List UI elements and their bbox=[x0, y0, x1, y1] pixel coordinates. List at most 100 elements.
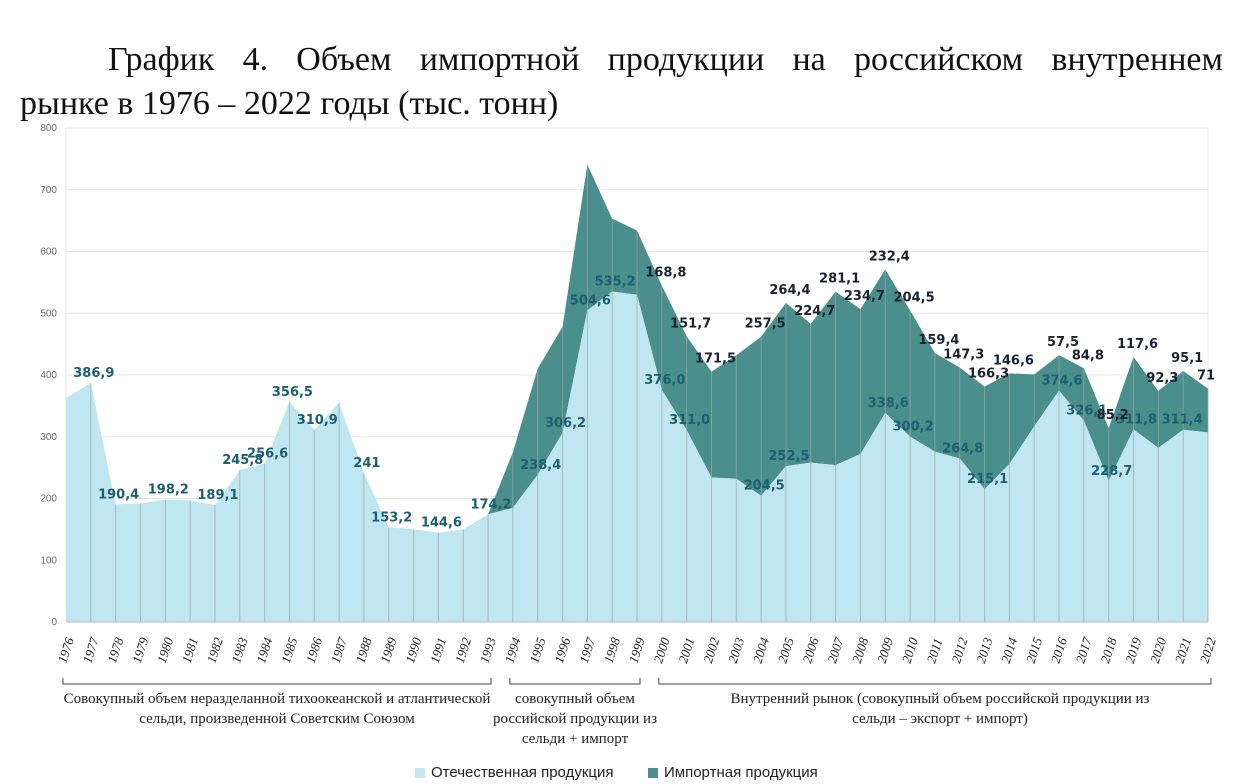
domestic-data-label: 215,1 bbox=[967, 472, 1008, 487]
y-tick-label: 0 bbox=[51, 617, 57, 628]
domestic-data-label: 504,6 bbox=[570, 293, 611, 308]
period-bracket bbox=[62, 678, 492, 685]
y-tick-label: 200 bbox=[40, 494, 57, 505]
x-tick-label: 1990 bbox=[402, 635, 424, 665]
import-data-label: 171,5 bbox=[695, 352, 736, 367]
period-label-3-line-1: Внутренний рынок (совокупный объем росси… bbox=[731, 691, 1150, 707]
import-data-label: 92,3 bbox=[1146, 371, 1178, 386]
domestic-data-label: 310,9 bbox=[297, 413, 338, 428]
y-tick-label: 400 bbox=[40, 370, 57, 381]
x-tick-label: 2005 bbox=[775, 635, 797, 665]
legend-domestic: Отечественная продукция bbox=[415, 764, 613, 781]
x-tick-label: 2000 bbox=[650, 635, 672, 665]
legend-import-swatch bbox=[648, 768, 658, 779]
import-data-label: 117,6 bbox=[1117, 337, 1158, 352]
domestic-data-label: 306,2 bbox=[545, 416, 586, 431]
x-tick-label: 2002 bbox=[700, 635, 722, 665]
x-tick-label: 1989 bbox=[377, 635, 399, 665]
x-tick-label: 1985 bbox=[278, 635, 300, 665]
period-label-2-line-2: российской продукции из bbox=[493, 711, 657, 727]
period-label-1-line-2: сельди, произведенной Советским Союзом bbox=[139, 711, 415, 727]
x-tick-label: 1976 bbox=[55, 635, 77, 665]
x-tick-label: 2013 bbox=[973, 635, 995, 665]
period-bracket bbox=[509, 678, 641, 685]
domestic-data-label: 174,2 bbox=[470, 497, 511, 512]
domestic-data-label: 264,8 bbox=[942, 441, 983, 456]
x-tick-label: 2006 bbox=[799, 635, 821, 665]
domestic-data-label: 238,4 bbox=[520, 458, 561, 473]
period-label-2: совокупный объем российской продукции из… bbox=[493, 691, 657, 747]
legend-import-label: Импортная продукция bbox=[664, 764, 818, 781]
import-data-label: 151,7 bbox=[670, 316, 711, 331]
import-data-label: 85,2 bbox=[1097, 408, 1129, 423]
domestic-data-label: 356,5 bbox=[272, 385, 313, 400]
x-tick-label: 1997 bbox=[576, 635, 598, 665]
import-data-label: 224,7 bbox=[794, 304, 835, 319]
domestic-data-label: 311,0 bbox=[669, 413, 710, 428]
period-label-2-line-1: совокупный объем bbox=[515, 691, 635, 707]
x-tick-label: 2001 bbox=[675, 636, 697, 665]
x-tick-label: 2004 bbox=[750, 635, 772, 665]
x-tick-label: 2012 bbox=[948, 635, 970, 665]
x-tick-label: 2014 bbox=[998, 635, 1020, 665]
domestic-data-label: 256,6 bbox=[247, 447, 288, 462]
domestic-data-label: 338,6 bbox=[868, 396, 909, 411]
x-tick-label: 1987 bbox=[328, 635, 350, 665]
x-tick-label: 1994 bbox=[501, 635, 523, 665]
import-data-label: 146,6 bbox=[993, 353, 1034, 368]
domestic-data-label: 311,4 bbox=[1162, 413, 1203, 428]
x-tick-label: 1986 bbox=[303, 635, 325, 665]
domestic-data-label: 300,2 bbox=[893, 420, 934, 435]
x-tick-label: 1993 bbox=[477, 635, 499, 665]
x-tick-label: 1999 bbox=[626, 635, 648, 665]
y-tick-label: 100 bbox=[40, 555, 57, 566]
import-data-label: 234,7 bbox=[844, 289, 885, 304]
import-data-label: 281,1 bbox=[819, 272, 860, 287]
domestic-data-label: 204,5 bbox=[744, 479, 785, 494]
domestic-data-label: 241 bbox=[353, 456, 380, 471]
y-tick-label: 500 bbox=[40, 308, 57, 319]
x-tick-label: 1981 bbox=[179, 636, 201, 665]
y-tick-label: 600 bbox=[40, 247, 57, 258]
y-tick-label: 300 bbox=[40, 432, 57, 443]
x-tick-label: 2003 bbox=[725, 635, 747, 665]
import-data-label: 95,1 bbox=[1171, 351, 1203, 366]
x-tick-label: 1984 bbox=[253, 635, 275, 665]
x-tick-label: 1992 bbox=[452, 635, 474, 665]
x-tick-label: 2016 bbox=[1048, 635, 1070, 665]
domestic-data-label: 311,8 bbox=[1116, 412, 1157, 427]
x-tick-label: 2017 bbox=[1072, 635, 1094, 665]
import-data-label: 147,3 bbox=[943, 348, 984, 363]
import-data-label: 84,8 bbox=[1072, 348, 1104, 363]
period-label-2-line-3: сельди + импорт bbox=[522, 731, 629, 747]
x-tick-label: 1998 bbox=[601, 635, 623, 665]
import-data-label: 166,3 bbox=[968, 366, 1009, 381]
x-tick-label: 2018 bbox=[1097, 635, 1119, 665]
domestic-data-label: 386,9 bbox=[73, 366, 114, 381]
x-tick-label: 1995 bbox=[526, 635, 548, 665]
x-tick-label: 2008 bbox=[849, 635, 871, 665]
x-tick-label: 2011 bbox=[924, 636, 946, 664]
domestic-data-label: 189,1 bbox=[197, 488, 238, 503]
chart-title-line-1: График 4. Объем импортной продукции на р… bbox=[108, 41, 1223, 78]
x-tick-label: 1982 bbox=[204, 635, 226, 665]
period-label-3: Внутренний рынок (совокупный объем росси… bbox=[731, 691, 1150, 727]
domestic-data-label: 376,0 bbox=[644, 373, 685, 388]
x-tick-label: 2010 bbox=[899, 635, 921, 665]
x-tick-label: 2009 bbox=[874, 635, 896, 665]
period-label-3-line-2: сельди – экспорт + импорт) bbox=[852, 711, 1028, 727]
x-tick-label: 1988 bbox=[353, 635, 375, 665]
legend-domestic-label: Отечественная продукция bbox=[431, 764, 614, 781]
import-data-label: 168,8 bbox=[645, 266, 686, 281]
domestic-data-label: 190,4 bbox=[98, 487, 139, 502]
x-tick-label: 2021 bbox=[1172, 636, 1194, 665]
period-bracket bbox=[658, 678, 1212, 685]
x-tick-label: 2022 bbox=[1197, 635, 1219, 665]
x-tick-label: 2020 bbox=[1147, 635, 1169, 665]
domestic-data-label: 228,7 bbox=[1091, 464, 1132, 479]
y-tick-label: 700 bbox=[40, 185, 57, 196]
x-tick-label: 1991 bbox=[427, 636, 449, 665]
domestic-data-label: 153,2 bbox=[371, 510, 412, 525]
import-data-label: 204,5 bbox=[894, 290, 935, 305]
